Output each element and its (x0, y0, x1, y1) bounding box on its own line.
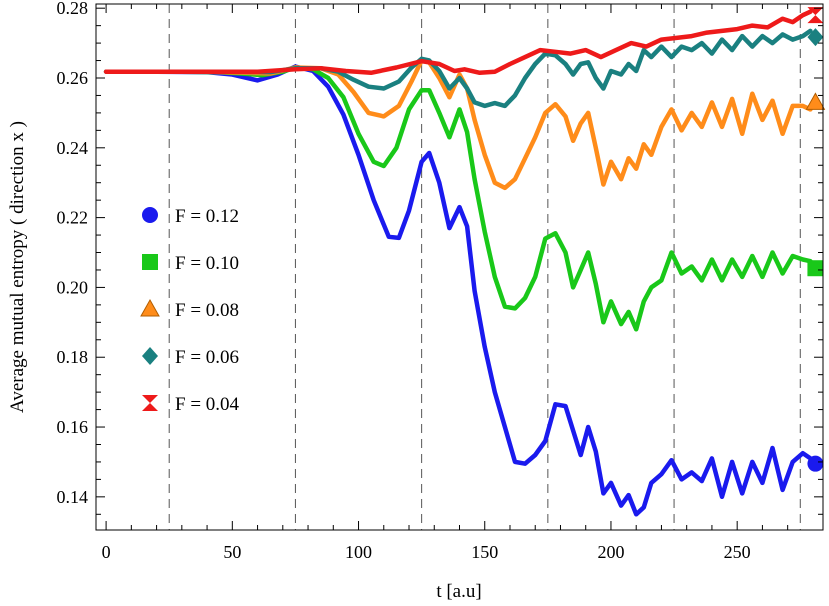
legend-marker-4 (142, 395, 158, 411)
series-end-marker-2 (805, 92, 826, 110)
series-line-4 (103, 9, 813, 76)
legend-label: F = 0.08 (175, 300, 239, 321)
legend-marker-2 (140, 298, 160, 317)
legend: F = 0.12 F = 0.10 F = 0.08 F = 0.06 F = 0.04 (140, 206, 240, 415)
y-tick-label: 0.14 (57, 487, 89, 507)
x-tick-label: 250 (724, 542, 751, 562)
legend-label: F = 0.04 (175, 394, 240, 415)
legend-marker-3 (142, 347, 158, 365)
y-tick-label: 0.24 (57, 138, 89, 158)
x-tick-label: 150 (471, 542, 498, 562)
y-tick-label: 0.26 (57, 68, 89, 88)
reference-lines (168, 4, 801, 530)
x-axis-title: t [a.u] (436, 581, 481, 602)
x-tick-label: 0 (102, 542, 111, 562)
legend-label: F = 0.12 (175, 206, 239, 227)
y-tick-label: 0.22 (57, 208, 89, 228)
y-axis-title: Average mutual entropy ( direction x ) (7, 121, 28, 413)
series-end-marker-3 (807, 28, 824, 47)
series-lines (103, 9, 813, 517)
legend-label: F = 0.06 (175, 347, 239, 368)
x-tick-label: 200 (597, 542, 624, 562)
axis-ticks: 0 50 100 150 200 250 0.14 0.16 0.18 0.20 0.22 0.24 0… (57, 0, 823, 562)
series-line-2 (103, 58, 813, 191)
y-tick-label: 0.20 (57, 277, 89, 297)
series-line-1 (103, 65, 813, 332)
legend-label: F = 0.10 (175, 253, 239, 274)
series-end-marker-1 (807, 260, 824, 277)
legend-marker-1 (142, 254, 158, 270)
series-end-markers (805, 7, 826, 472)
y-tick-label: 0.16 (57, 417, 89, 437)
series-line-0 (103, 64, 813, 517)
x-tick-label: 100 (345, 542, 372, 562)
y-tick-label: 0.28 (57, 0, 89, 18)
y-tick-label: 0.18 (57, 347, 89, 367)
series-end-marker-4 (807, 7, 824, 24)
series-end-marker-0 (807, 455, 824, 472)
x-tick-label: 50 (223, 542, 241, 562)
legend-marker-0 (142, 207, 158, 223)
series-line-3 (103, 28, 813, 109)
